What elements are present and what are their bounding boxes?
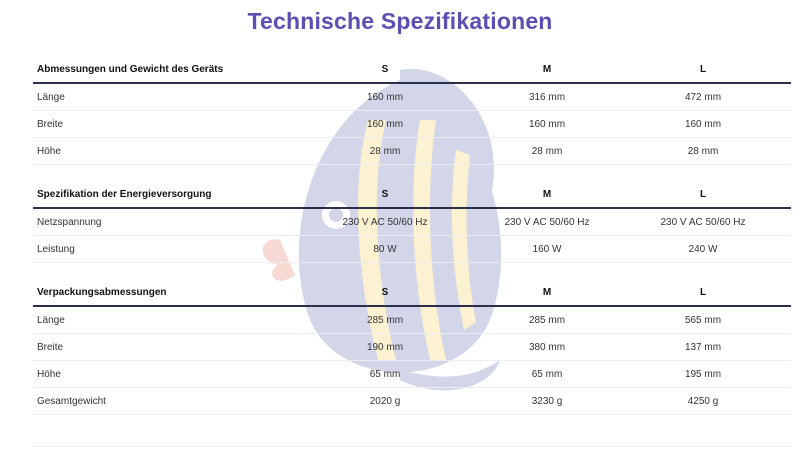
cell-value: 3230 g xyxy=(479,387,615,415)
cell-value: 240 W xyxy=(615,235,791,263)
row-label: Länge xyxy=(33,83,291,111)
cell-value: 195 mm xyxy=(615,360,791,388)
cell-value: 285 mm xyxy=(291,306,479,334)
section-spacer xyxy=(33,263,791,279)
cell-value: 4250 g xyxy=(615,387,791,415)
column-header-m: M xyxy=(479,56,615,84)
column-header-m: M xyxy=(479,279,615,307)
table-header-row: Verpackungsabmessungen S M L xyxy=(33,279,791,307)
table-row: Höhe 65 mm 65 mm 195 mm xyxy=(33,360,791,388)
cell-value: 2020 g xyxy=(291,387,479,415)
column-header-s: S xyxy=(291,56,479,84)
cell-value: 28 mm xyxy=(615,137,791,165)
cell-value: 190 mm xyxy=(291,333,479,361)
cell-value: 230 V AC 50/60 Hz xyxy=(291,208,479,236)
column-header-s: S xyxy=(291,181,479,209)
cell-value: 160 mm xyxy=(291,83,479,111)
section-heading: Spezifikation der Energieversorgung xyxy=(33,181,291,209)
cell-value: 28 mm xyxy=(479,137,615,165)
cell-value: 160 mm xyxy=(479,110,615,138)
table-row: Länge 285 mm 285 mm 565 mm xyxy=(33,306,791,334)
column-header-m: M xyxy=(479,181,615,209)
row-label: Leistung xyxy=(33,235,291,263)
cell-value: 137 mm xyxy=(615,333,791,361)
table-row: Breite 190 mm 380 mm 137 mm xyxy=(33,333,791,361)
cell-value: 160 mm xyxy=(291,110,479,138)
divider xyxy=(33,446,791,447)
page-title: Technische Spezifikationen xyxy=(247,8,553,34)
section-heading: Abmessungen und Gewicht des Geräts xyxy=(33,56,291,84)
row-label: Höhe xyxy=(33,137,291,165)
cell-value: 565 mm xyxy=(615,306,791,334)
row-label: Breite xyxy=(33,110,291,138)
table-row: Gesamtgewicht 2020 g 3230 g 4250 g xyxy=(33,387,791,415)
table-row: Länge 160 mm 316 mm 472 mm xyxy=(33,83,791,111)
table-header-row: Abmessungen und Gewicht des Geräts S M L xyxy=(33,56,791,84)
column-header-l: L xyxy=(615,181,791,209)
column-header-s: S xyxy=(291,279,479,307)
cell-value: 230 V AC 50/60 Hz xyxy=(615,208,791,236)
table-row: Höhe 28 mm 28 mm 28 mm xyxy=(33,137,791,165)
section-spacer xyxy=(33,165,791,181)
cell-value: 80 W xyxy=(291,235,479,263)
cell-value: 65 mm xyxy=(291,360,479,388)
cell-value: 285 mm xyxy=(479,306,615,334)
cell-value: 160 W xyxy=(479,235,615,263)
column-header-l: L xyxy=(615,56,791,84)
cell-value: 230 V AC 50/60 Hz xyxy=(479,208,615,236)
row-label: Höhe xyxy=(33,360,291,388)
section-heading: Verpackungsabmessungen xyxy=(33,279,291,307)
column-header-l: L xyxy=(615,279,791,307)
cell-value: 65 mm xyxy=(479,360,615,388)
specifications: Abmessungen und Gewicht des Geräts S M L… xyxy=(33,56,791,415)
row-label: Breite xyxy=(33,333,291,361)
spec-table-device-dimensions: Abmessungen und Gewicht des Geräts S M L… xyxy=(33,56,791,165)
cell-value: 316 mm xyxy=(479,83,615,111)
cell-value: 28 mm xyxy=(291,137,479,165)
row-label: Gesamtgewicht xyxy=(33,387,291,415)
row-label: Länge xyxy=(33,306,291,334)
cell-value: 472 mm xyxy=(615,83,791,111)
row-label: Netzspannung xyxy=(33,208,291,236)
table-row: Leistung 80 W 160 W 240 W xyxy=(33,235,791,263)
table-row: Netzspannung 230 V AC 50/60 Hz 230 V AC … xyxy=(33,208,791,236)
cell-value: 380 mm xyxy=(479,333,615,361)
table-row: Breite 160 mm 160 mm 160 mm xyxy=(33,110,791,138)
spec-table-packaging-dimensions: Verpackungsabmessungen S M L Länge 285 m… xyxy=(33,279,791,415)
table-header-row: Spezifikation der Energieversorgung S M … xyxy=(33,181,791,209)
spec-table-power-supply: Spezifikation der Energieversorgung S M … xyxy=(33,181,791,263)
cell-value: 160 mm xyxy=(615,110,791,138)
